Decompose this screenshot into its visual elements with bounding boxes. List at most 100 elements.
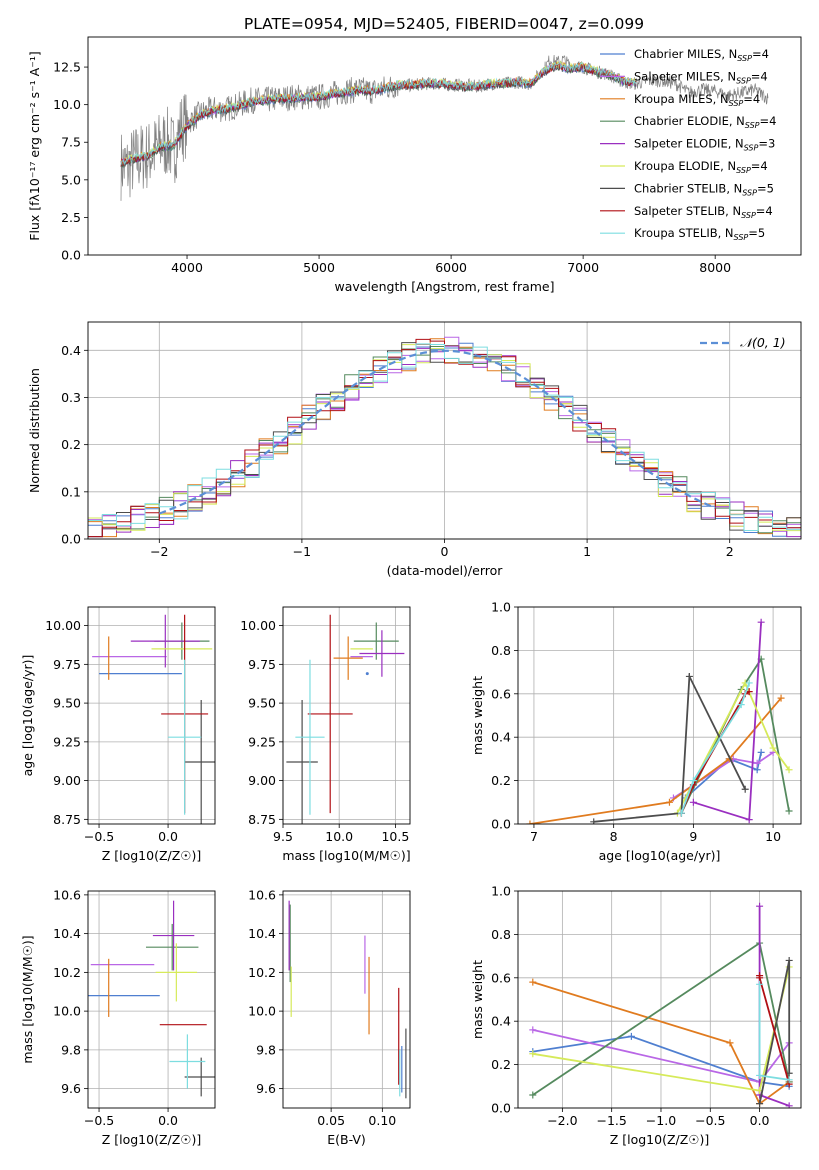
figure-title: PLATE=0954, MJD=52405, FIBERID=0047, z=0… bbox=[244, 15, 644, 33]
y-axis-label: Flux [fλ10⁻¹⁷ erg cm⁻² s⁻¹ A⁻¹] bbox=[27, 51, 42, 240]
axes-frame bbox=[517, 606, 802, 825]
mass-weight-line bbox=[676, 680, 790, 814]
y-tick-label: 10.6 bbox=[248, 887, 276, 902]
x-tick-label: 10.5 bbox=[381, 829, 409, 844]
axes-frame bbox=[87, 890, 216, 1109]
mass-weight-line bbox=[693, 622, 762, 821]
y-tick-label: 10.6 bbox=[53, 887, 81, 902]
y-tick-label: 2.5 bbox=[61, 210, 81, 225]
mass-weight-marker bbox=[677, 809, 685, 817]
x-tick-label: 10.0 bbox=[325, 829, 353, 844]
plot-area bbox=[288, 900, 407, 1099]
legend-label: Chabrier ELODIE, NSSP=4 bbox=[634, 114, 776, 130]
mass-weight-marker bbox=[785, 1076, 793, 1084]
x-axis-label: (data-model)/error bbox=[387, 563, 504, 578]
y-tick-label: 0.2 bbox=[491, 1057, 511, 1072]
y-tick-label: 0.6 bbox=[491, 686, 511, 701]
chart-spectrum: 4000 5000 6000 7000 8000 0.0 2.5 5.0 7.5 10.0 12.5… bbox=[27, 36, 802, 294]
mass-weight-marker bbox=[737, 701, 745, 709]
x-tick-label: 10 bbox=[765, 829, 781, 844]
x-tick-label: 1 bbox=[583, 544, 591, 559]
y-tick-label: 0.1 bbox=[61, 484, 81, 499]
axes-frame bbox=[87, 606, 216, 825]
y-tick-label: 9.50 bbox=[248, 696, 276, 711]
mass-weight-marker bbox=[756, 1100, 764, 1108]
mass-weight-marker bbox=[757, 748, 765, 756]
y-tick-label: 0.0 bbox=[491, 1101, 511, 1116]
plot-area bbox=[529, 902, 793, 1108]
mass-weight-line bbox=[532, 1035, 790, 1088]
x-tick-label: −0.5 bbox=[695, 1113, 725, 1128]
mass-weight-marker bbox=[785, 1102, 793, 1108]
y-tick-label: 0.4 bbox=[491, 1014, 511, 1029]
x-tick-label: 2 bbox=[726, 544, 734, 559]
y-tick-label: 8.75 bbox=[248, 812, 276, 827]
x-axis-label: Z [log10(Z/Z☉)] bbox=[610, 1132, 710, 1147]
x-tick-label: 4000 bbox=[171, 260, 203, 275]
y-tick-label: 10.0 bbox=[53, 1004, 81, 1019]
plot-area bbox=[526, 618, 793, 824]
x-tick-label: 8 bbox=[610, 829, 618, 844]
y-tick-label: 1.0 bbox=[491, 600, 511, 615]
x-tick-label: 9.5 bbox=[273, 829, 293, 844]
mass-weight-marker bbox=[590, 818, 598, 824]
x-tick-label: −2.0 bbox=[547, 1113, 577, 1128]
legend: Chabrier MILES, NSSP=4 Salpeter MILES, NS… bbox=[600, 47, 776, 242]
mass-weight-marker bbox=[529, 978, 537, 986]
y-tick-label: 0.3 bbox=[61, 390, 81, 405]
y-tick-label: 10.4 bbox=[248, 926, 276, 941]
y-tick-label: 5.0 bbox=[61, 172, 81, 187]
x-tick-label: 0.0 bbox=[158, 829, 178, 844]
axes-frame bbox=[87, 36, 802, 256]
x-axis-label: mass [log10(M/M☉)] bbox=[282, 848, 410, 863]
y-tick-label: 0.6 bbox=[491, 970, 511, 985]
x-tick-label: 6000 bbox=[435, 260, 467, 275]
legend-label: 𝒩(0, 1) bbox=[740, 335, 786, 350]
y-tick-label: 10.4 bbox=[53, 926, 81, 941]
y-tick-label: 0.8 bbox=[491, 927, 511, 942]
y-tick-label: 9.75 bbox=[248, 657, 276, 672]
y-tick-label: 0.0 bbox=[61, 532, 81, 547]
chart-residuals: −2 −1 0 1 2 0.0 0.1 0.2 0.3 0.4 (data-model)/error… bbox=[27, 321, 802, 578]
chart-mass_weight_vs_age: 7 8 9 10 0.0 0.2 0.4 0.6 0.8 1.0 age [log10(age/yr… bbox=[470, 600, 802, 863]
y-axis-label: mass [log10(M/M☉)] bbox=[20, 935, 35, 1063]
mass-weight-marker bbox=[785, 956, 793, 964]
y-tick-label: 10.2 bbox=[53, 965, 81, 980]
legend-label: Salpeter ELODIE, NSSP=3 bbox=[634, 137, 775, 153]
chart-mass_vs_Z: −0.5 0.0 9.6 9.8 10.0 10.2 10.4 10.6 Z [log10(Z/… bbox=[20, 887, 216, 1147]
plot-area bbox=[286, 614, 405, 824]
y-tick-label: 9.75 bbox=[53, 657, 81, 672]
y-tick-label: 9.25 bbox=[248, 734, 276, 749]
y-tick-label: 10.0 bbox=[248, 1004, 276, 1019]
y-tick-label: 7.5 bbox=[61, 135, 81, 150]
y-tick-label: 0.2 bbox=[491, 773, 511, 788]
y-tick-label: 10.2 bbox=[248, 965, 276, 980]
mass-weight-marker bbox=[757, 618, 765, 626]
axes-frame bbox=[282, 890, 411, 1109]
y-tick-label: 0.4 bbox=[491, 730, 511, 745]
x-tick-label: −1.5 bbox=[596, 1113, 626, 1128]
mass-weight-marker bbox=[753, 759, 761, 767]
mass-weight-marker bbox=[526, 820, 534, 824]
y-tick-label: 9.00 bbox=[248, 773, 276, 788]
y-tick-label: 9.6 bbox=[256, 1081, 276, 1096]
y-tick-label: 8.75 bbox=[53, 812, 81, 827]
plot-area bbox=[88, 900, 215, 1097]
y-axis-label: mass weight bbox=[470, 676, 485, 755]
y-tick-label: 10.00 bbox=[240, 618, 276, 633]
x-tick-label: 0 bbox=[441, 544, 449, 559]
x-tick-label: −1.0 bbox=[646, 1113, 676, 1128]
mass-weight-line bbox=[593, 672, 747, 823]
x-tick-label: 0.0 bbox=[750, 1113, 770, 1128]
x-axis-label: wavelength [Angstrom, rest frame] bbox=[334, 279, 554, 294]
x-tick-label: 0.0 bbox=[158, 1113, 178, 1128]
y-tick-label: 9.50 bbox=[53, 696, 81, 711]
x-tick-label: −0.5 bbox=[84, 829, 114, 844]
y-tick-label: 0.0 bbox=[61, 248, 81, 263]
x-tick-label: 0.05 bbox=[317, 1113, 345, 1128]
data-point bbox=[365, 672, 369, 676]
mass-weight-marker bbox=[756, 1071, 764, 1079]
mass-weight-marker bbox=[529, 1050, 537, 1058]
chart-age_vs_Z: −0.5 0.0 8.75 9.00 9.25 9.50 9.75 10.00 Z [log10… bbox=[20, 606, 216, 863]
y-tick-label: 9.00 bbox=[53, 773, 81, 788]
